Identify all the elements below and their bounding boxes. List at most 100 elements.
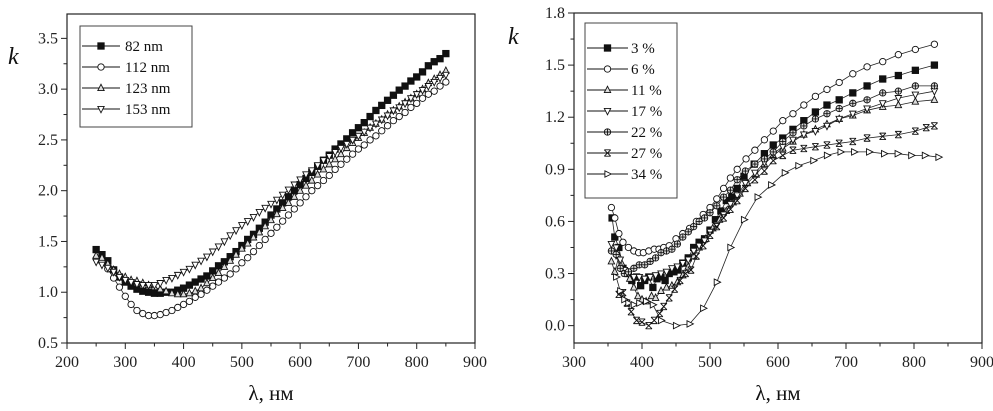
marker-plus (701, 214, 708, 222)
data-point (127, 300, 135, 309)
data-point (442, 78, 450, 86)
legend-label: 11 % (631, 83, 662, 99)
data-point (930, 40, 939, 48)
marker-plus (912, 82, 919, 90)
legend-item: 11 % (587, 83, 662, 99)
legend-item: 17 % (587, 104, 662, 120)
marker-x (911, 127, 919, 135)
data-point (672, 321, 681, 330)
data-point (436, 74, 444, 83)
data-point (667, 265, 676, 274)
data-point (226, 255, 235, 264)
data-point (690, 222, 698, 231)
data-point (624, 268, 633, 276)
data-point (811, 128, 820, 136)
data-point (401, 82, 409, 90)
marker-plus (761, 155, 768, 163)
data-point (273, 223, 281, 231)
legend-item: 3 % (587, 41, 655, 57)
data-point (249, 214, 258, 222)
data-point (167, 288, 176, 297)
data-point (741, 184, 749, 193)
marker-plus (690, 223, 697, 230)
data-point (779, 117, 787, 125)
marker-x (615, 290, 623, 299)
data-point (657, 316, 666, 325)
data-point (226, 270, 234, 278)
data-point (348, 150, 357, 158)
data-point (244, 254, 252, 262)
data-point (894, 87, 903, 95)
marker-x (676, 276, 684, 285)
data-point (442, 49, 450, 58)
data-point (911, 91, 920, 100)
data-point (191, 261, 200, 270)
data-point (302, 171, 310, 180)
left-y-axis-title: k (8, 44, 19, 70)
data-point (769, 156, 777, 165)
data-point (325, 159, 334, 168)
x-tick-label: 700 (346, 354, 370, 371)
data-point (185, 265, 194, 274)
marker-x (760, 167, 768, 175)
data-point (179, 268, 188, 277)
legend-label: 22 % (631, 125, 662, 141)
data-point (214, 243, 223, 252)
data-point (636, 282, 645, 290)
marker-x (706, 231, 714, 239)
data-point (863, 82, 871, 90)
data-point (115, 273, 124, 282)
marker-x (671, 285, 679, 293)
marker-x (894, 130, 902, 139)
marker-plus (734, 176, 741, 183)
y-tick-label: 0.0 (545, 318, 565, 335)
data-point (383, 96, 392, 104)
legend-marker (603, 107, 612, 116)
marker-plus (612, 251, 620, 258)
data-point (371, 120, 380, 129)
data-point (395, 86, 403, 94)
data-point (713, 278, 722, 287)
data-point (662, 282, 671, 291)
data-point (296, 199, 304, 207)
data-point (436, 55, 444, 63)
data-point (267, 215, 275, 224)
data-point (799, 131, 808, 140)
data-point (682, 269, 690, 278)
data-point (625, 299, 634, 307)
data-point (214, 268, 223, 276)
marker-x (922, 123, 930, 132)
data-point (921, 151, 930, 160)
marker-x (930, 122, 938, 130)
data-point (185, 288, 194, 297)
legend-item: 27 % (587, 146, 662, 162)
series-34 (613, 148, 944, 330)
marker-x (823, 141, 831, 149)
data-point (325, 153, 334, 161)
series-22 (607, 82, 939, 278)
data-point (243, 218, 252, 226)
data-point (667, 280, 676, 289)
legend-item: 6 % (587, 62, 655, 78)
data-point (156, 280, 165, 288)
legend-label: 27 % (631, 146, 662, 162)
data-point (378, 101, 386, 110)
x-tick-label: 800 (902, 354, 926, 371)
data-point (401, 108, 409, 117)
data-point (413, 99, 421, 108)
data-point (202, 278, 211, 287)
data-point (150, 282, 159, 290)
data-point (366, 124, 375, 133)
x-tick-label: 400 (172, 354, 196, 371)
data-point (424, 62, 433, 70)
marker-x (687, 266, 695, 274)
data-point (726, 174, 735, 182)
legend-marker (603, 65, 612, 73)
data-point (179, 289, 188, 298)
marker-x (779, 151, 787, 160)
y-tick-label: 3.5 (38, 30, 58, 47)
data-point (835, 115, 844, 124)
marker-x (645, 321, 653, 330)
data-point (313, 162, 322, 171)
data-point (908, 151, 917, 160)
